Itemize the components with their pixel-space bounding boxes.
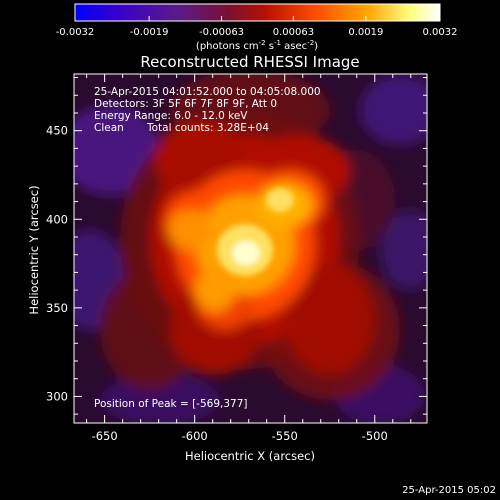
footer-timestamp: 25-Apr-2015 05:02 bbox=[402, 485, 496, 496]
colorbar-units: (photons cm-2 s-1 asec-2) bbox=[196, 39, 318, 52]
total-counts-text: Total counts: 3.28E+04 bbox=[146, 122, 269, 134]
x-axis-label: Heliocentric X (arcsec) bbox=[185, 449, 315, 463]
clean-label: Clean bbox=[94, 122, 124, 134]
time-range-text: 25-Apr-2015 04:01:52.000 to 04:05:08.000 bbox=[94, 86, 321, 98]
colorbar-tick-label: -0.00063 bbox=[199, 27, 244, 38]
x-tick-label: -500 bbox=[362, 429, 388, 443]
y-axis-label: Heliocentric Y (arcsec) bbox=[27, 185, 41, 314]
colorbar-ticks: -0.0032 -0.0019 -0.00063 0.00063 0.0019 0.003… bbox=[56, 16, 458, 38]
y-tick-label: 400 bbox=[46, 212, 68, 226]
axis-ticks: -650 -600 -550 -500 300 350 400 450 bbox=[46, 74, 427, 443]
colorbar-tick-label: 0.00063 bbox=[273, 27, 314, 38]
y-tick-label: 300 bbox=[46, 389, 68, 403]
peak-position-text: Position of Peak = [-569,377] bbox=[94, 398, 248, 410]
colorbar-tick-label: -0.0019 bbox=[130, 27, 169, 38]
detectors-text: Detectors: 3F 5F 6F 7F 8F 9F, Att 0 bbox=[94, 98, 277, 110]
y-tick-label: 350 bbox=[46, 301, 68, 315]
x-tick-label: -550 bbox=[272, 429, 298, 443]
colorbar-tick-label: 0.0032 bbox=[423, 27, 458, 38]
rhessi-image bbox=[74, 74, 427, 423]
colorbar bbox=[74, 3, 441, 22]
colorbar-tick-label: -0.0032 bbox=[56, 27, 95, 38]
x-tick-label: -600 bbox=[182, 429, 208, 443]
colorbar-tick-label: 0.0019 bbox=[348, 27, 383, 38]
plot-title: Reconstructed RHESSI Image bbox=[140, 53, 359, 71]
x-tick-label: -650 bbox=[92, 429, 118, 443]
energy-range-text: Energy Range: 6.0 - 12.0 keV bbox=[94, 110, 248, 122]
y-tick-label: 450 bbox=[46, 124, 68, 138]
plot-frame bbox=[73, 73, 428, 424]
